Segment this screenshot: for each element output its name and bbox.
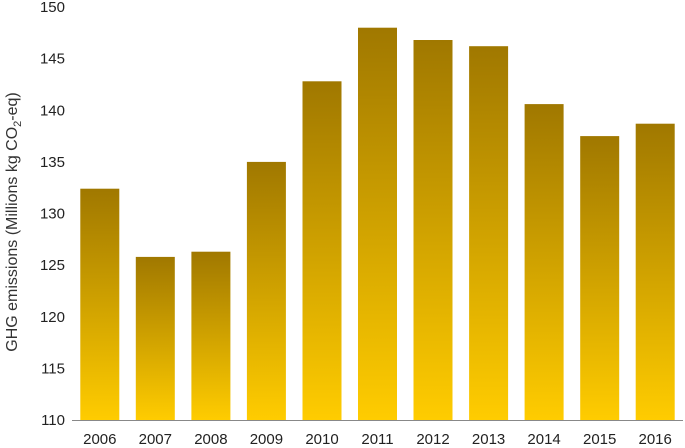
x-tick-label: 2010 — [305, 431, 338, 448]
y-axis-title-main: GHG emissions (Millions kg CO — [4, 127, 21, 352]
bar-2014 — [524, 104, 564, 420]
bar-2007 — [135, 256, 175, 420]
y-tick-label: 130 — [40, 206, 65, 223]
bar-2011 — [358, 27, 397, 420]
y-tick-label: 145 — [40, 51, 65, 68]
x-tick-label: 2008 — [194, 431, 227, 448]
bars-group — [80, 27, 675, 421]
bar-2015 — [580, 136, 620, 420]
x-tick-label: 2006 — [83, 431, 116, 448]
x-tick-label: 2014 — [527, 431, 560, 448]
y-tick-labels: 110 115 120 125 130 135 140 145 150 — [40, 0, 65, 429]
bar-2013 — [469, 46, 509, 420]
y-tick-label: 115 — [41, 360, 65, 377]
x-tick-label: 2009 — [250, 431, 283, 448]
y-tick-label: 135 — [40, 154, 65, 171]
x-tick-labels: 2006 2007 2008 2009 2010 2011 2012 2013 2014 2015… — [83, 431, 672, 448]
x-tick-label: 2011 — [361, 431, 393, 448]
y-tick-label: 120 — [40, 309, 65, 326]
x-tick-label: 2007 — [139, 431, 172, 448]
bar-2010 — [302, 81, 342, 421]
bar-2016 — [635, 123, 675, 420]
x-tick-label: 2016 — [639, 431, 672, 448]
bar-2012 — [413, 40, 453, 420]
bar-2006 — [80, 188, 120, 420]
y-axis-title-subscript: 2 — [12, 121, 24, 127]
x-tick-label: 2015 — [583, 431, 616, 448]
bar-2009 — [246, 161, 286, 420]
x-tick-label: 2013 — [472, 431, 505, 448]
y-tick-label: 140 — [40, 102, 65, 119]
y-axis-title: GHG emissions (Millions kg CO2-eq) — [4, 92, 24, 352]
bar-2008 — [191, 251, 231, 420]
y-tick-label: 150 — [40, 0, 65, 16]
x-tick-label: 2012 — [416, 431, 449, 448]
y-axis-title-suffix: -eq) — [4, 92, 21, 120]
y-tick-label: 110 — [41, 412, 65, 429]
y-tick-label: 125 — [40, 257, 65, 274]
